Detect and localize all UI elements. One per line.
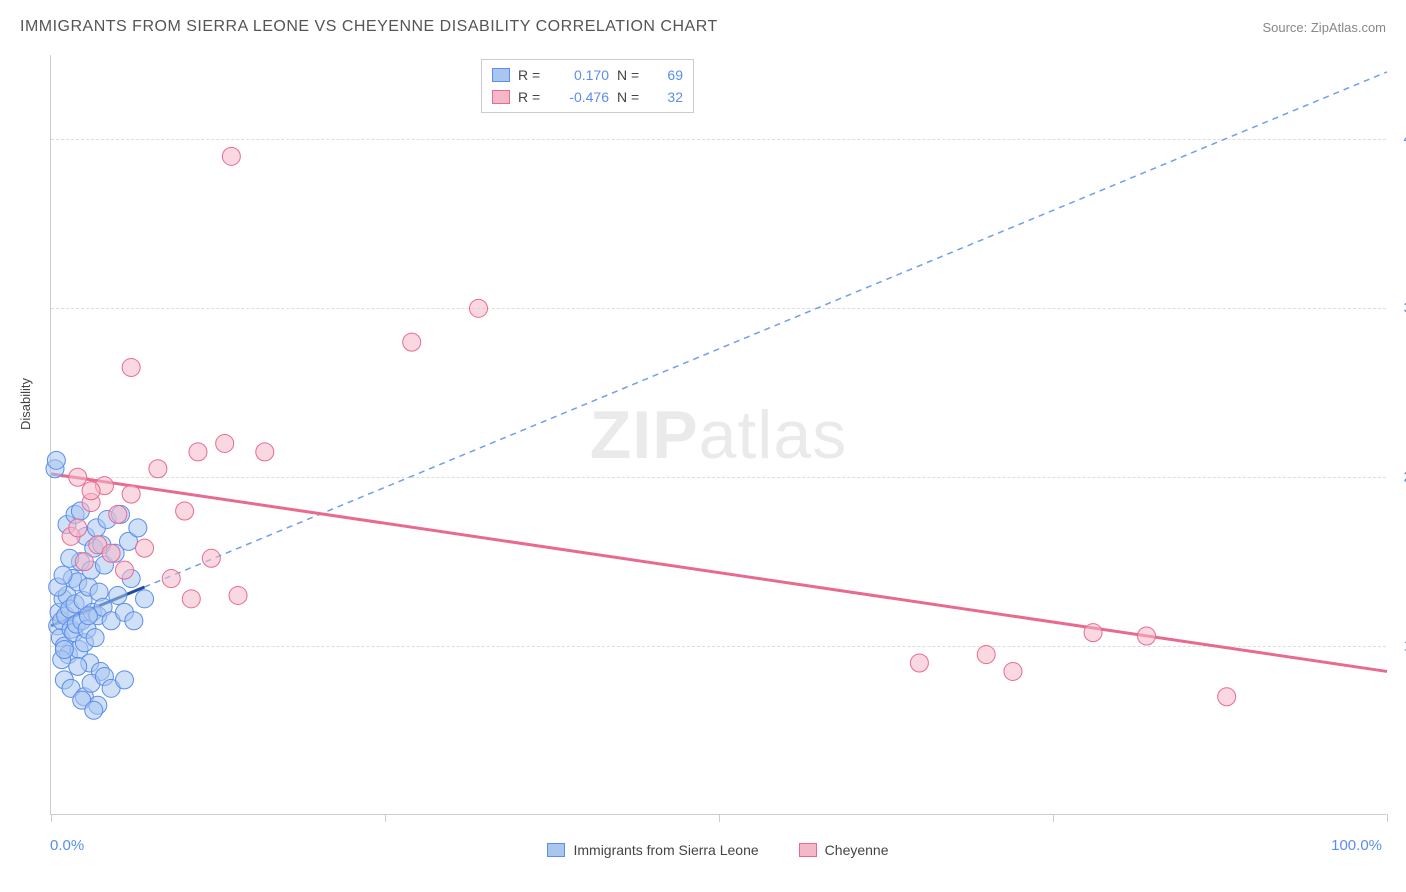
- scatter-point: [102, 544, 120, 562]
- correlation-legend: R = 0.170 N = 69 R = -0.476 N = 32: [481, 59, 694, 113]
- scatter-points: [46, 147, 1236, 719]
- plot-area: ZIPatlas 10.0%20.0%30.0%40.0% R = 0.170 …: [50, 55, 1386, 815]
- legend-label: Cheyenne: [825, 842, 889, 858]
- n-value: 69: [653, 64, 683, 86]
- scatter-point: [403, 333, 421, 351]
- scatter-point: [47, 451, 65, 469]
- scatter-point: [1138, 627, 1156, 645]
- legend-row-cheyenne: R = -0.476 N = 32: [492, 86, 683, 108]
- scatter-point: [69, 657, 87, 675]
- r-label: R =: [518, 64, 546, 86]
- scatter-point: [1218, 688, 1236, 706]
- scatter-point: [216, 434, 234, 452]
- scatter-point: [125, 612, 143, 630]
- scatter-point: [109, 505, 127, 523]
- swatch-cheyenne: [799, 843, 817, 857]
- scatter-point: [182, 590, 200, 608]
- scatter-point: [176, 502, 194, 520]
- n-label: N =: [617, 64, 645, 86]
- scatter-point: [109, 586, 127, 604]
- scatter-point: [256, 443, 274, 461]
- scatter-point: [86, 629, 104, 647]
- scatter-point: [136, 539, 154, 557]
- chart-title: IMMIGRANTS FROM SIERRA LEONE VS CHEYENNE…: [20, 18, 718, 36]
- r-value: -0.476: [554, 86, 609, 108]
- scatter-point: [122, 485, 140, 503]
- scatter-point: [1004, 662, 1022, 680]
- scatter-point: [69, 468, 87, 486]
- scatter-point: [202, 549, 220, 567]
- scatter-point: [136, 590, 154, 608]
- scatter-point: [910, 654, 928, 672]
- scatter-point: [1084, 624, 1102, 642]
- n-label: N =: [617, 86, 645, 108]
- scatter-point: [55, 640, 73, 658]
- swatch-sierra-leone: [492, 68, 510, 82]
- scatter-point: [75, 553, 93, 571]
- scatter-point: [229, 586, 247, 604]
- series-legend: Immigrants from Sierra Leone Cheyenne: [50, 842, 1386, 858]
- scatter-point: [129, 519, 147, 537]
- scatter-point: [85, 701, 103, 719]
- y-tick-label: 10.0%: [1391, 638, 1406, 655]
- scatter-point: [54, 566, 72, 584]
- swatch-sierra-leone: [547, 843, 565, 857]
- scatter-point: [977, 646, 995, 664]
- scatter-point: [69, 519, 87, 537]
- legend-item-cheyenne: Cheyenne: [799, 842, 889, 858]
- scatter-point: [149, 460, 167, 478]
- scatter-point: [79, 607, 97, 625]
- y-tick-label: 20.0%: [1391, 469, 1406, 486]
- y-tick-label: 30.0%: [1391, 300, 1406, 317]
- source-attribution: Source: ZipAtlas.com: [1262, 20, 1386, 35]
- scatter-point: [222, 147, 240, 165]
- r-label: R =: [518, 86, 546, 108]
- r-value: 0.170: [554, 64, 609, 86]
- chart-svg: [51, 55, 1386, 814]
- legend-label: Immigrants from Sierra Leone: [573, 842, 758, 858]
- scatter-point: [115, 561, 133, 579]
- y-tick-label: 40.0%: [1391, 131, 1406, 148]
- n-value: 32: [653, 86, 683, 108]
- legend-item-sierra-leone: Immigrants from Sierra Leone: [547, 842, 758, 858]
- trend-lines: [51, 72, 1387, 672]
- scatter-point: [122, 358, 140, 376]
- scatter-point: [82, 482, 100, 500]
- legend-row-sierra-leone: R = 0.170 N = 69: [492, 64, 683, 86]
- scatter-point: [189, 443, 207, 461]
- scatter-point: [470, 299, 488, 317]
- scatter-point: [115, 671, 133, 689]
- swatch-cheyenne: [492, 90, 510, 104]
- scatter-point: [162, 570, 180, 588]
- y-axis-label: Disability: [18, 378, 33, 430]
